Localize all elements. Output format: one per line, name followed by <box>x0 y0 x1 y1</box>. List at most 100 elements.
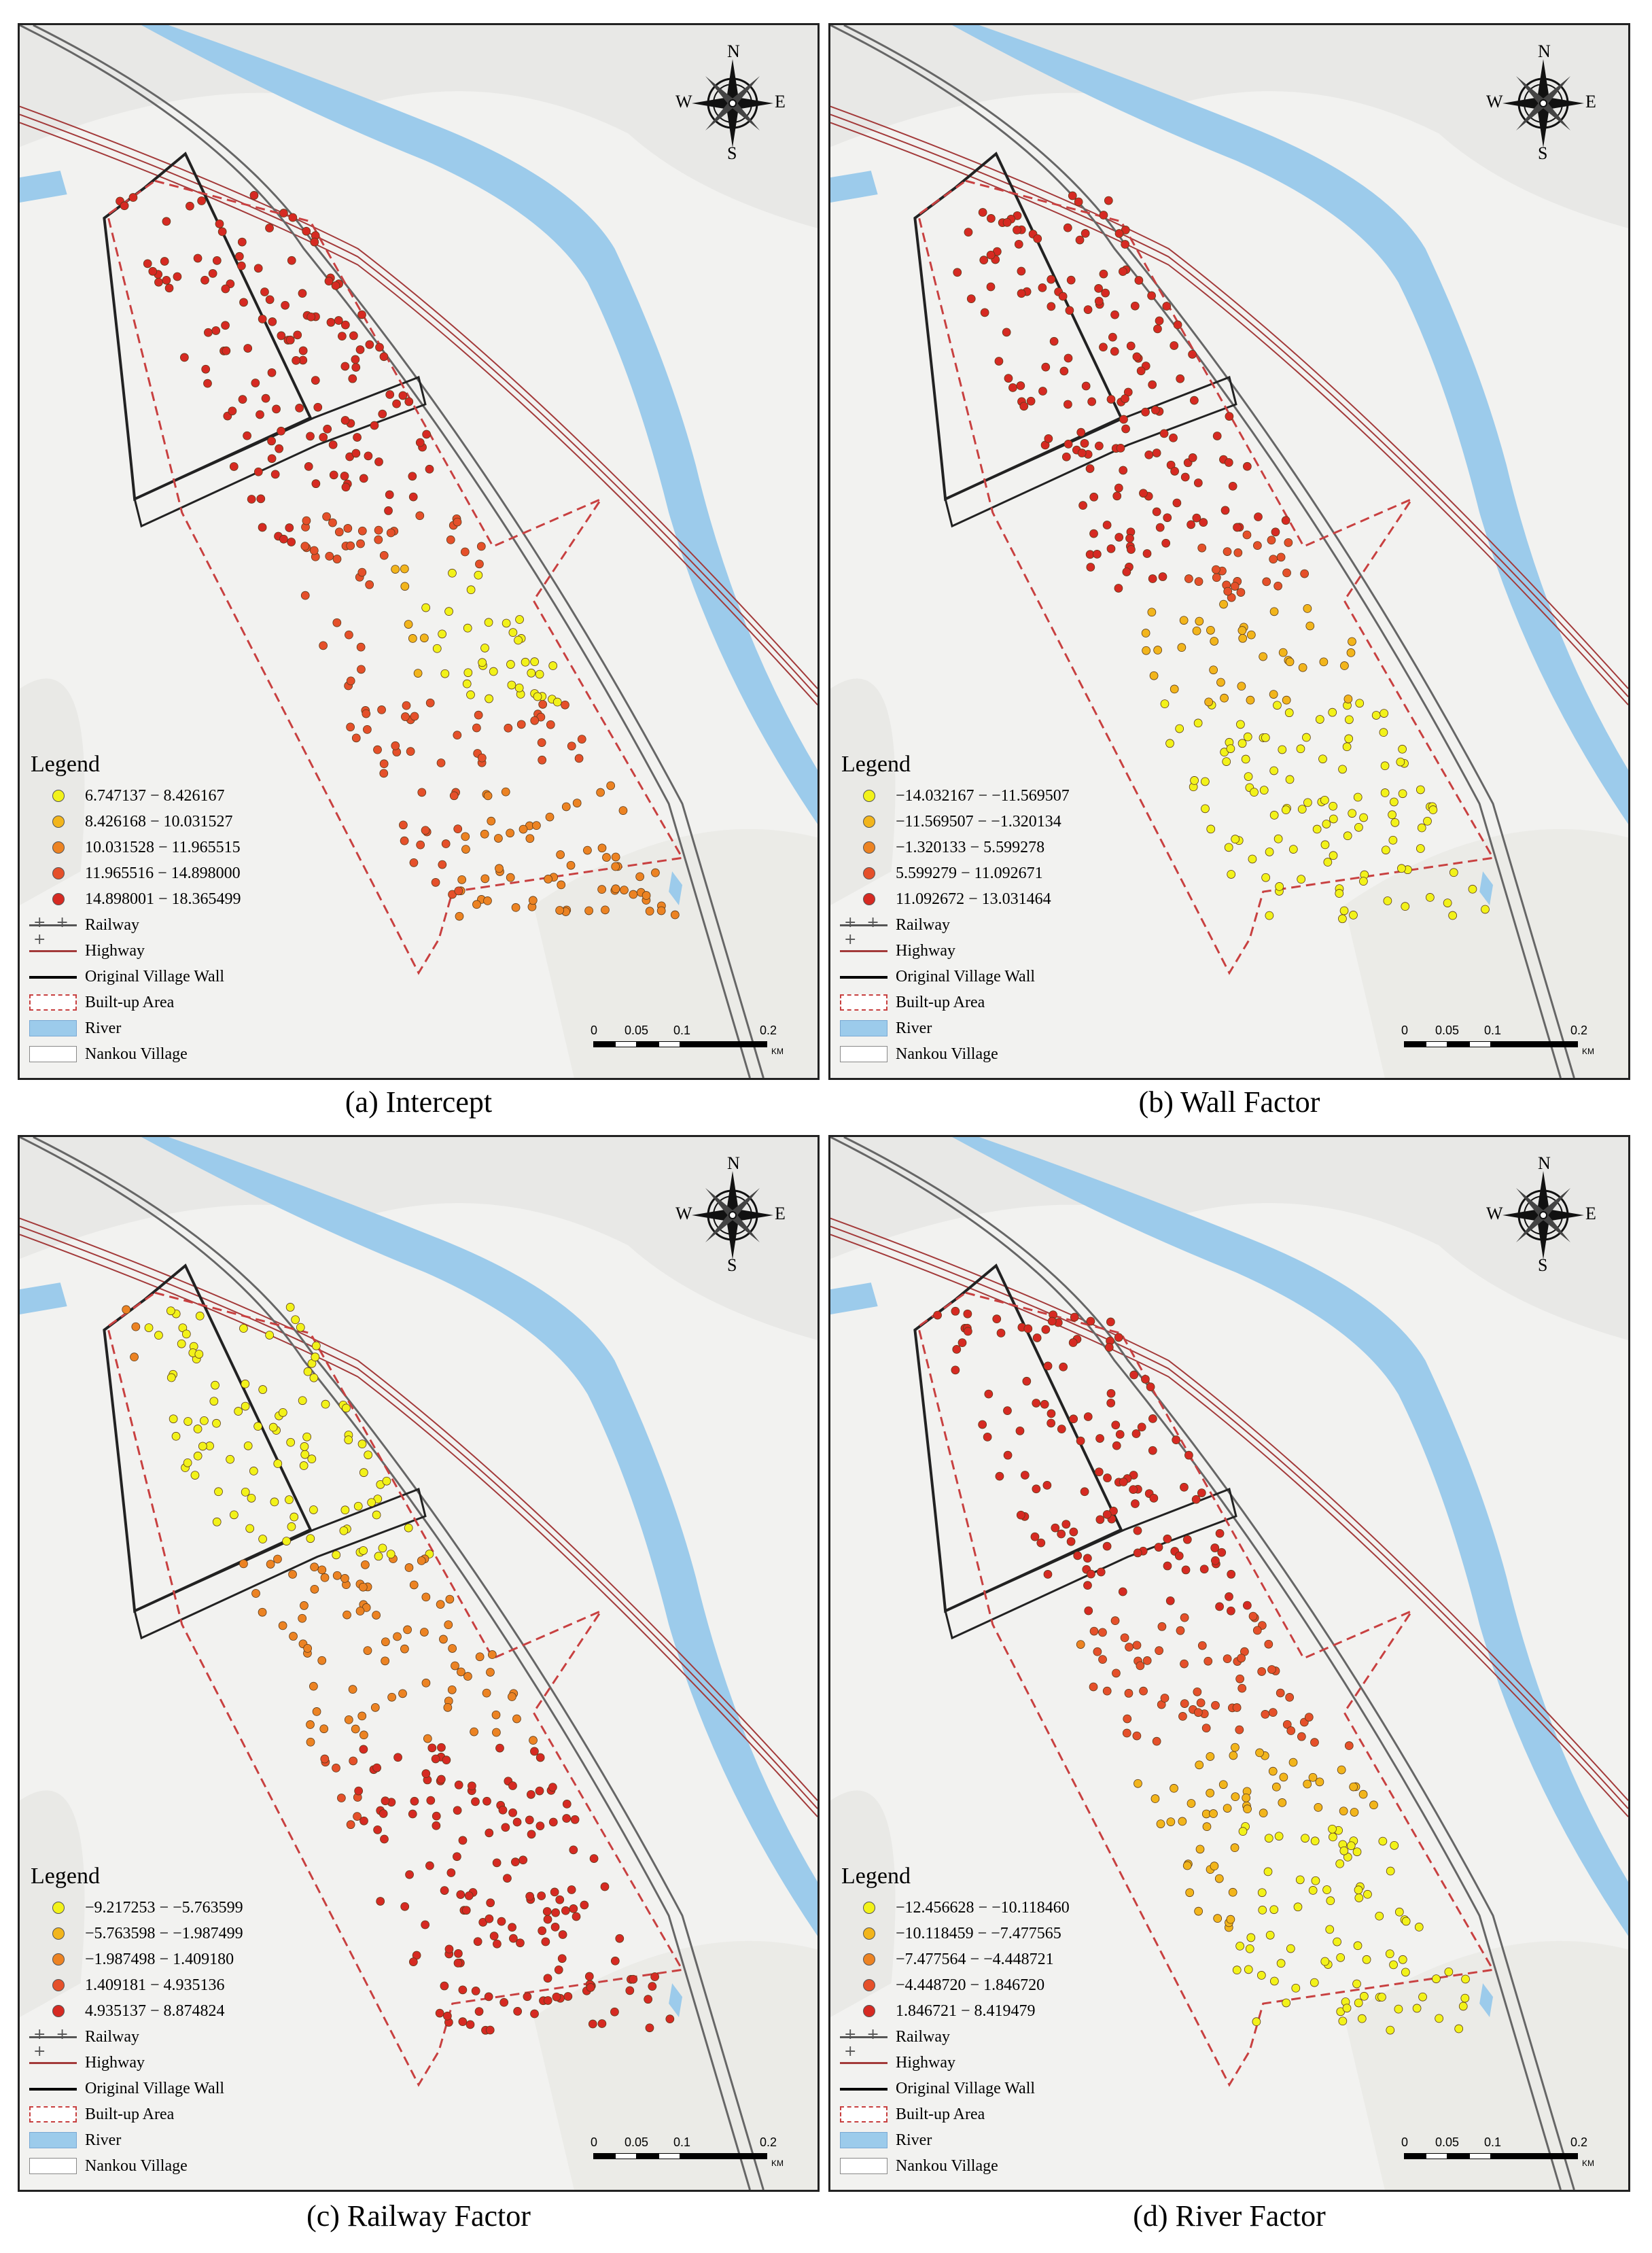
sample-point <box>431 1754 440 1764</box>
sample-point <box>1083 1581 1092 1590</box>
sample-point <box>237 237 247 247</box>
sample-point <box>322 512 331 521</box>
sample-point <box>1197 543 1207 553</box>
terrain-shade <box>20 1790 85 2017</box>
sample-point <box>190 1471 200 1480</box>
sample-point <box>1211 1556 1220 1565</box>
sample-point <box>1193 478 1203 487</box>
sample-point <box>1125 534 1134 543</box>
sample-point <box>1157 1622 1167 1631</box>
sample-point <box>287 256 296 265</box>
sample-point <box>1363 1889 1372 1899</box>
river-branch <box>830 171 878 203</box>
village-symbol <box>840 2158 887 2174</box>
sample-point <box>1211 1700 1220 1710</box>
sample-point <box>1192 626 1201 635</box>
sample-point <box>400 1902 410 1911</box>
sample-point <box>1084 1606 1093 1615</box>
scale-bar: 0 0.05 0.1 0.2 KM <box>1401 1024 1601 1064</box>
sample-point <box>236 261 246 270</box>
sample-point <box>1139 489 1148 498</box>
scale-segment <box>593 1041 615 1047</box>
legend-builtup-label: Built-up Area <box>85 2105 175 2123</box>
sample-point <box>1352 1847 1362 1857</box>
sample-point <box>186 201 194 211</box>
sample-point <box>1144 450 1154 459</box>
sample-point <box>279 534 288 544</box>
sample-point <box>474 710 483 720</box>
sample-point <box>1182 1861 1192 1870</box>
sample-point <box>478 658 487 667</box>
railway-symbol <box>840 914 887 948</box>
original-village-wall-inner <box>133 375 427 528</box>
sample-point <box>528 896 538 905</box>
sample-point <box>1043 1361 1053 1371</box>
sample-point <box>586 1983 595 1992</box>
legend-class-1: 6.747137 − 8.426167 <box>29 783 383 809</box>
sample-point <box>460 547 470 557</box>
sample-point <box>193 254 203 263</box>
sample-point <box>1435 2014 1443 2023</box>
sample-point <box>346 541 355 551</box>
sample-point <box>611 852 620 862</box>
legend-river: River <box>29 1015 383 1041</box>
sample-point <box>1383 896 1392 905</box>
scale-segment <box>658 2153 680 2159</box>
sample-point <box>1426 893 1435 902</box>
sample-point <box>552 1992 561 2002</box>
sample-point <box>580 1900 589 1910</box>
sample-point <box>1114 483 1123 493</box>
compass-e: E <box>1585 92 1596 111</box>
sample-point <box>363 725 372 734</box>
sample-point <box>425 1861 434 1870</box>
sample-point <box>1141 407 1150 417</box>
north-arrow: N S E W <box>1486 41 1598 163</box>
sample-point <box>421 1678 431 1688</box>
legend-builtup: Built-up Area <box>29 990 383 1015</box>
sample-point <box>449 791 459 801</box>
sample-point <box>1047 1316 1057 1326</box>
sample-point <box>279 209 288 217</box>
sample-point <box>1098 1655 1107 1664</box>
sample-point <box>1174 1551 1184 1560</box>
legend-class-swatch <box>52 1902 65 1914</box>
sample-point <box>645 2023 654 2033</box>
sample-point <box>1020 1471 1030 1480</box>
sample-point <box>1265 1930 1275 1940</box>
sample-point <box>1121 394 1129 403</box>
sample-point <box>1297 805 1307 814</box>
sample-point <box>351 355 360 364</box>
sample-point <box>497 1917 506 1926</box>
legend-village-label: Nankou Village <box>85 2156 188 2175</box>
legend-class-swatch <box>863 1953 875 1966</box>
sample-point <box>1286 1944 1295 1953</box>
sample-point <box>387 1692 396 1702</box>
legend-class-2: 8.426168 − 10.031527 <box>29 809 383 835</box>
sample-point <box>384 506 393 515</box>
sample-point <box>357 1439 367 1449</box>
sample-point <box>1252 2017 1261 2027</box>
sample-point <box>258 523 267 532</box>
sample-point <box>1343 695 1353 703</box>
sample-point <box>1141 629 1150 638</box>
sample-point <box>1038 283 1047 292</box>
sample-point <box>1273 581 1283 591</box>
sample-point <box>402 701 411 710</box>
sample-point <box>312 1341 321 1350</box>
sample-point <box>1329 814 1338 824</box>
sample-point <box>489 1932 499 1941</box>
sample-point <box>1212 432 1222 440</box>
sample-point <box>1032 1484 1041 1494</box>
sample-point <box>1428 805 1438 814</box>
sample-point <box>128 193 138 202</box>
sample-point <box>1255 1748 1264 1758</box>
sample-point <box>334 527 344 537</box>
sample-point <box>404 620 413 629</box>
highway <box>20 1217 818 1817</box>
sample-point <box>610 2007 619 2016</box>
sample-point <box>512 1817 522 1827</box>
scale-tick-3: 0.2 <box>760 2135 777 2149</box>
sample-point <box>486 1668 495 1677</box>
sample-point <box>393 1632 402 1641</box>
sample-point <box>1003 1406 1012 1416</box>
